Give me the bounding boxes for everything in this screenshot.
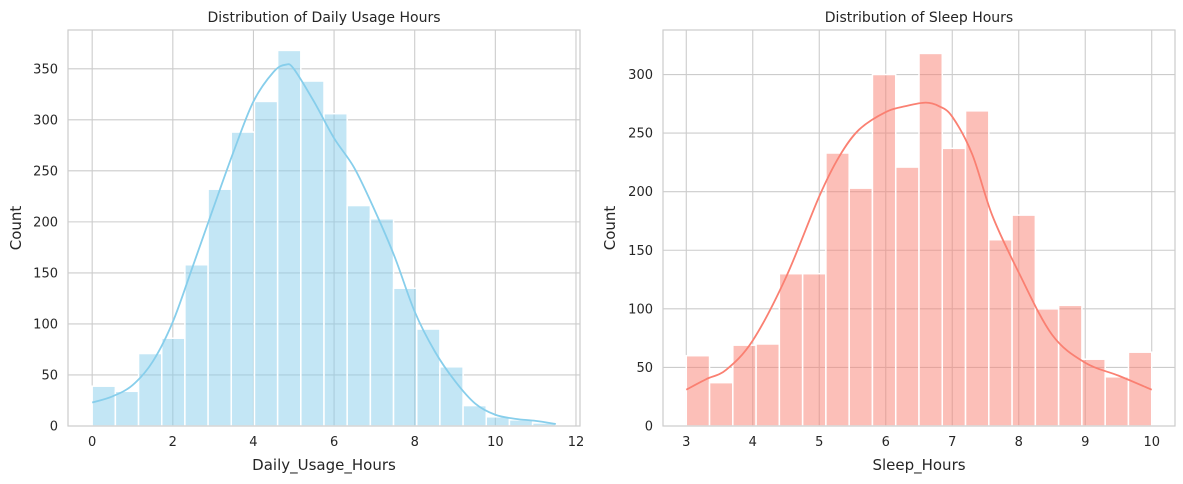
x-tick-label: 8 (411, 435, 419, 450)
histogram-bar (964, 110, 990, 427)
y-tick-label: 150 (33, 266, 58, 281)
y-tick-label: 50 (636, 361, 653, 376)
x-tick-label: 12 (568, 435, 585, 450)
histogram-bar (415, 328, 441, 427)
y-axis-label: Count (601, 206, 619, 251)
histogram-bar (988, 238, 1013, 427)
histogram-bar (685, 354, 711, 427)
histogram-bar (1057, 304, 1083, 427)
chart-title: Distribution of Daily Usage Hours (207, 10, 440, 26)
histogram-bar (160, 337, 186, 427)
histogram-bar (114, 390, 140, 427)
x-tick-label: 7 (948, 435, 956, 450)
y-tick-label: 100 (628, 302, 653, 317)
histogram-bar (1104, 376, 1130, 427)
histogram-bar (1011, 214, 1037, 427)
histogram-bar (801, 272, 827, 427)
x-tick-label: 10 (1143, 435, 1160, 450)
y-tick-label: 250 (33, 164, 58, 179)
histogram-bar (369, 218, 395, 427)
histogram-bar (732, 344, 757, 427)
y-tick-label: 0 (50, 420, 58, 435)
x-tick-label: 4 (249, 435, 257, 450)
daily-usage-histogram: 0 2 4 6 8 10 12 0 50 100 150 200 250 300 350 Distributi… (7, 10, 584, 475)
y-tick-label: 100 (33, 317, 58, 332)
plot-frame (67, 29, 581, 427)
y-tick-label: 300 (33, 113, 58, 128)
histogram-bar (207, 188, 233, 427)
x-tick-label: 6 (330, 435, 338, 450)
y-tick-label: 0 (645, 420, 653, 435)
histogram-bar (871, 73, 897, 427)
histogram-bar (918, 52, 944, 427)
histogram-bar (708, 381, 734, 427)
histogram-bar (300, 80, 325, 427)
histogram-bar (346, 204, 372, 427)
y-tick-label: 200 (628, 185, 653, 200)
histogram-bar (848, 187, 874, 427)
y-tick-label: 150 (628, 244, 653, 259)
x-tick-label: 5 (815, 435, 823, 450)
histogram-bar (276, 49, 302, 427)
histogram-bar (941, 147, 967, 427)
histogram-bar (894, 166, 920, 427)
x-tick-label: 10 (487, 435, 504, 450)
histogram-bar (230, 131, 256, 427)
x-tick-label: 2 (169, 435, 177, 450)
y-tick-label: 300 (628, 68, 653, 83)
histogram-bar (778, 272, 804, 427)
histogram-bar (755, 343, 781, 427)
x-tick-label: 6 (882, 435, 890, 450)
histogram-bar (825, 152, 850, 427)
histogram-bar (184, 263, 209, 427)
x-tick-label: 8 (1015, 435, 1023, 450)
x-axis-label: Sleep_Hours (872, 456, 965, 475)
x-tick-label: 4 (749, 435, 757, 450)
histogram-bar (91, 385, 117, 427)
y-tick-label: 200 (33, 215, 58, 230)
histogram-bar (323, 112, 348, 427)
y-axis-label: Count (7, 206, 25, 251)
x-tick-label: 9 (1081, 435, 1089, 450)
y-tick-label: 350 (33, 62, 58, 77)
x-axis-label: Daily_Usage_Hours (252, 456, 396, 475)
kde-line (685, 101, 1153, 391)
x-tick-label: 3 (682, 435, 690, 450)
kde-line (91, 63, 556, 425)
histogram-bar (253, 100, 279, 427)
x-tick-label: 0 (88, 435, 96, 450)
plot-frame (662, 29, 1176, 427)
sleep-hours-histogram: 3 4 5 6 7 8 9 10050100150200250300Distribution … (601, 10, 1176, 475)
chart-title: Distribution of Sleep Hours (825, 10, 1013, 26)
y-tick-label: 50 (41, 368, 58, 383)
y-tick-label: 250 (628, 127, 653, 142)
